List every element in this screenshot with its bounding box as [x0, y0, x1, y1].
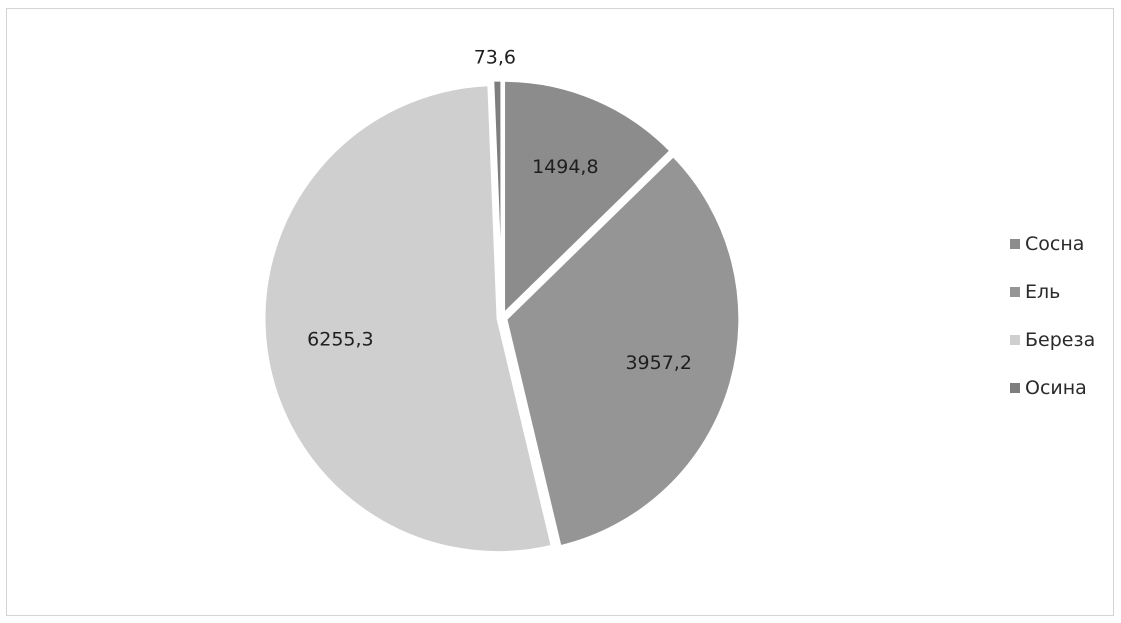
legend-label-bereza: Береза [1025, 329, 1096, 351]
data-labels: 1494,8 3957,2 6255,3 73,6 [307, 47, 692, 374]
legend-item-sosna: Сосна [1010, 232, 1115, 256]
pie-slice-bereza [262, 83, 555, 555]
legend-item-el: Ель [1010, 280, 1115, 304]
legend-item-osina: Осина [1010, 376, 1115, 400]
data-label-sosna: 1494,8 [532, 156, 598, 178]
legend-swatch-osina [1010, 383, 1020, 393]
legend: Сосна Ель Береза Осина [1010, 232, 1115, 424]
legend-swatch-bereza [1010, 335, 1020, 345]
legend-label-sosna: Сосна [1025, 233, 1085, 255]
data-label-el: 3957,2 [625, 352, 691, 374]
legend-swatch-el [1010, 287, 1020, 297]
pie-slice-el [504, 153, 742, 549]
pie-slices [262, 78, 742, 555]
legend-item-bereza: Береза [1010, 328, 1115, 352]
legend-swatch-sosna [1010, 239, 1020, 249]
legend-label-osina: Осина [1025, 377, 1087, 399]
data-label-osina: 73,6 [474, 47, 516, 69]
legend-label-el: Ель [1025, 281, 1061, 303]
data-label-bereza: 6255,3 [307, 329, 373, 351]
pie-slice-osina [491, 78, 504, 315]
pie-slice-sosna [502, 78, 674, 318]
